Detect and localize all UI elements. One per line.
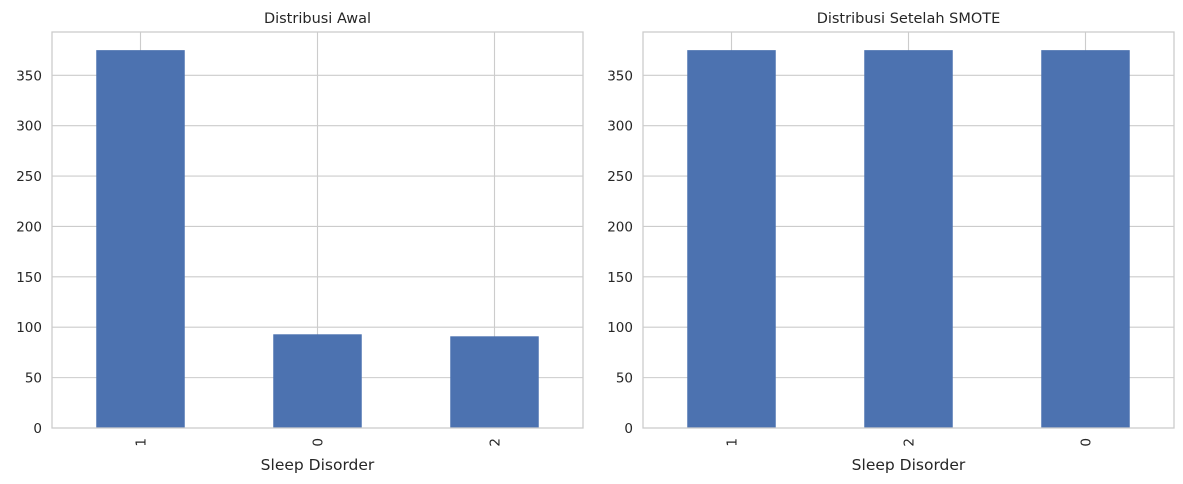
y-tick-label: 100 bbox=[607, 320, 633, 336]
chart-panel-after-smote: Distribusi Setelah SMOTE Sleep Disorder … bbox=[607, 11, 1175, 474]
x-axis-label: Sleep Disorder bbox=[261, 456, 375, 474]
bars bbox=[96, 50, 539, 429]
y-tick-label: 100 bbox=[16, 320, 42, 336]
x-tick-labels: 1 0 2 bbox=[134, 438, 504, 447]
y-tick-label: 50 bbox=[616, 371, 633, 387]
y-tick-label: 300 bbox=[16, 119, 42, 135]
x-axis-label: Sleep Disorder bbox=[852, 456, 966, 474]
bar-0 bbox=[1041, 50, 1130, 429]
y-tick-label: 250 bbox=[607, 169, 633, 185]
bar-2 bbox=[450, 336, 539, 428]
y-tick-label: 50 bbox=[25, 371, 42, 387]
y-tick-label: 350 bbox=[607, 68, 633, 84]
chart-title: Distribusi Setelah SMOTE bbox=[817, 11, 1001, 27]
y-tick-label: 200 bbox=[607, 219, 633, 235]
bar-1 bbox=[687, 50, 776, 429]
plot-frame bbox=[642, 31, 1175, 429]
y-tick-labels: 0 50 100 150 200 250 300 350 bbox=[607, 68, 633, 437]
bar-2 bbox=[864, 50, 953, 429]
x-tick-label: 1 bbox=[134, 438, 150, 447]
plot-frame bbox=[51, 31, 584, 429]
y-tick-label: 0 bbox=[33, 421, 42, 437]
y-tick-labels: 0 50 100 150 200 250 300 350 bbox=[16, 68, 42, 437]
y-tick-label: 150 bbox=[16, 270, 42, 286]
y-tick-label: 300 bbox=[607, 119, 633, 135]
bars bbox=[687, 50, 1130, 429]
bar-0 bbox=[273, 334, 362, 428]
x-tick-label: 0 bbox=[311, 438, 327, 447]
y-tick-label: 0 bbox=[624, 421, 633, 437]
x-tick-label: 0 bbox=[1079, 438, 1095, 447]
bar-1 bbox=[96, 50, 185, 429]
x-tick-label: 2 bbox=[902, 438, 918, 447]
y-tick-label: 200 bbox=[16, 219, 42, 235]
chart-title: Distribusi Awal bbox=[264, 11, 371, 27]
y-tick-label: 150 bbox=[607, 270, 633, 286]
y-tick-label: 250 bbox=[16, 169, 42, 185]
x-tick-label: 2 bbox=[488, 438, 504, 447]
x-tick-label: 1 bbox=[725, 438, 741, 447]
chart-panel-initial-distribution: Distribusi Awal Sleep Disorder 0 50 100 150… bbox=[16, 11, 584, 474]
y-tick-label: 350 bbox=[16, 68, 42, 84]
x-tick-labels: 1 2 0 bbox=[725, 438, 1095, 447]
